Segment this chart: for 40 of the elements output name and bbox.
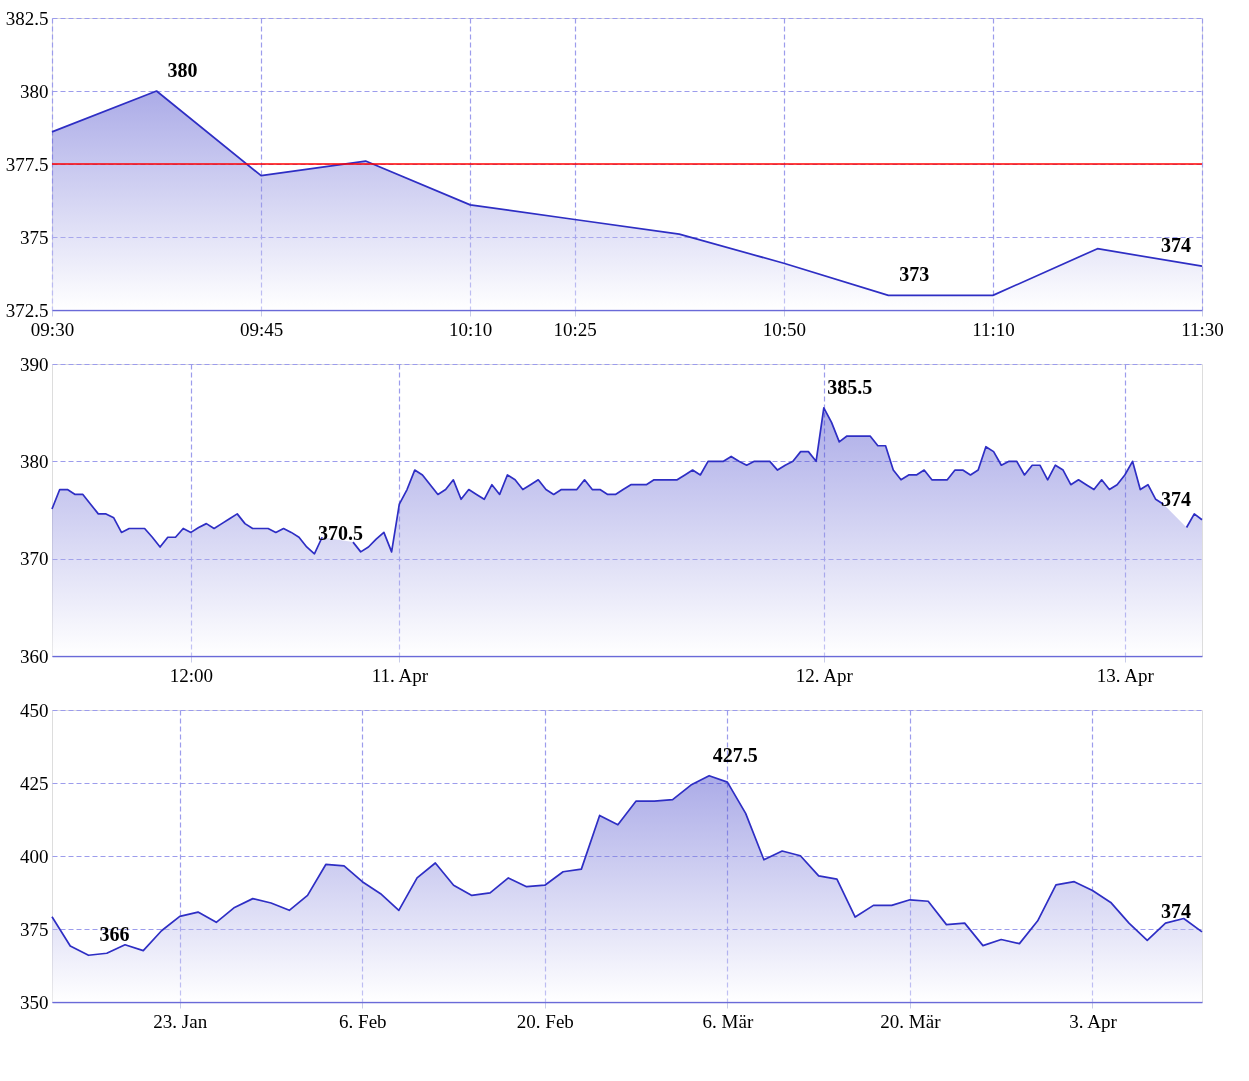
- x-tick-label: 13. Apr: [1096, 664, 1155, 686]
- y-tick-label: 360: [20, 645, 49, 667]
- data-label: 374: [1161, 899, 1191, 922]
- y-tick-label: 377.5: [5, 153, 49, 175]
- x-tick-label: 11. Apr: [371, 664, 429, 686]
- x-tick-label: 09:45: [239, 318, 284, 340]
- x-tick-label: 10:10: [449, 318, 493, 340]
- data-label: 366: [99, 923, 130, 946]
- x-tick-label: 6. Feb: [339, 1010, 387, 1032]
- data-label: 373: [899, 263, 930, 286]
- x-tick-label: 10:50: [762, 318, 806, 340]
- x-tick-label: 3. Apr: [1069, 1010, 1118, 1032]
- y-tick-label: 425: [20, 772, 49, 794]
- y-tick-label: 370: [20, 548, 49, 570]
- y-tick-label: 382.5: [5, 7, 49, 29]
- y-tick-label: 375: [20, 918, 49, 940]
- x-tick-label: 09:30: [30, 318, 75, 340]
- data-label: 370.5: [317, 521, 363, 544]
- y-tick-label: 380: [20, 450, 49, 472]
- y-tick-label: 400: [20, 845, 49, 867]
- x-tick-label: 6. Mär: [702, 1010, 754, 1032]
- x-tick-label: 20. Feb: [516, 1010, 574, 1032]
- x-tick-label: 11:10: [972, 318, 1015, 340]
- x-tick-label: 12:00: [169, 664, 214, 686]
- y-tick-label: 372.5: [5, 299, 49, 321]
- data-label: 374: [1161, 487, 1191, 510]
- y-tick-label: 390: [20, 353, 49, 375]
- y-tick-label: 450: [20, 699, 49, 721]
- x-tick-label: 23. Jan: [153, 1010, 208, 1032]
- x-tick-label: 12. Apr: [795, 664, 854, 686]
- data-label: 374: [1161, 234, 1191, 257]
- x-tick-label: 10:25: [553, 318, 597, 340]
- x-tick-label: 20. Mär: [880, 1010, 942, 1032]
- y-tick-label: 350: [20, 991, 49, 1013]
- data-label: 427.5: [712, 743, 758, 766]
- y-tick-label: 375: [20, 226, 49, 248]
- y-tick-label: 380: [20, 80, 49, 102]
- data-label: 380: [167, 59, 198, 81]
- data-label: 385.5: [827, 375, 873, 398]
- x-tick-label: 11:30: [1181, 318, 1224, 340]
